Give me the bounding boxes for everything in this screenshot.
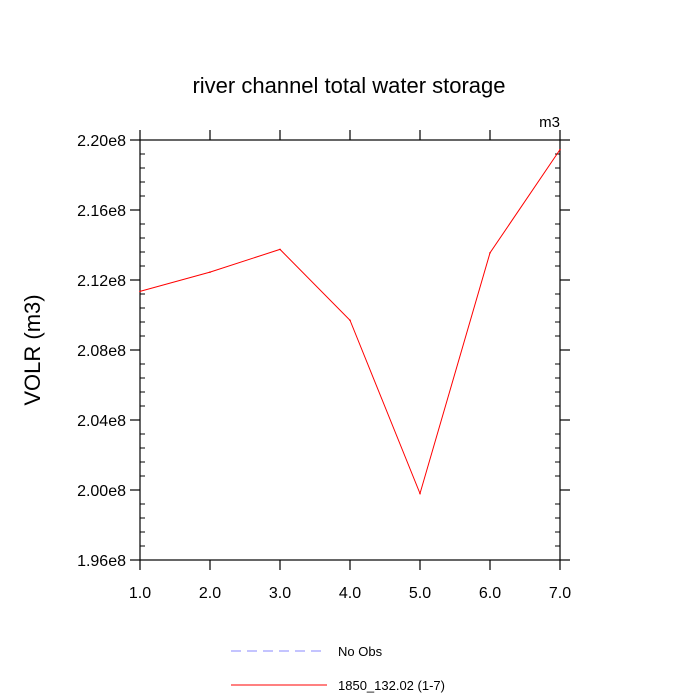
data-point — [489, 252, 491, 254]
x-tick-label: 6.0 — [479, 585, 501, 602]
series-line — [139, 149, 561, 496]
data-point — [139, 290, 141, 293]
x-tick-label: 1.0 — [129, 585, 151, 602]
x-tick-label: 4.0 — [339, 585, 361, 602]
legend-label: 1850_132.02 (1-7) — [338, 678, 445, 693]
data-point — [349, 319, 351, 322]
data-point — [559, 148, 561, 151]
data-point — [209, 271, 211, 273]
y-tick-label: 2.00e8 — [77, 483, 126, 500]
y-ticks: 1.96e8 2.00e8 2.04e8 2.08e8 2.12e8 2.16e8 2.20… — [77, 133, 570, 570]
x-ticks: 1.0 2.0 3.0 4.0 5.0 6.0 7.0 — [129, 130, 571, 602]
data-point — [279, 248, 281, 251]
y-tick-label: 2.16e8 — [77, 203, 126, 220]
x-tick-label: 2.0 — [199, 585, 221, 602]
y-tick-label: 2.12e8 — [77, 273, 126, 290]
x-tick-label: 7.0 — [549, 585, 571, 602]
y-tick-label: 2.08e8 — [77, 343, 126, 360]
legend: No Obs 1850_132.02 (1-7) — [231, 644, 445, 693]
plot-frame — [139, 139, 561, 561]
y-tick-label: 1.96e8 — [77, 553, 126, 570]
y-tick-label: 2.20e8 — [77, 133, 126, 150]
series-layer — [139, 148, 561, 496]
y-axis-label: VOLR (m3) — [20, 294, 45, 405]
x-tick-label: 5.0 — [409, 585, 431, 602]
x-tick-label: 3.0 — [269, 585, 291, 602]
chart-title: river channel total water storage — [192, 73, 505, 98]
y-tick-label: 2.04e8 — [77, 413, 126, 430]
units-label: m3 — [539, 114, 560, 131]
legend-label: No Obs — [338, 644, 383, 659]
data-point — [419, 492, 421, 495]
